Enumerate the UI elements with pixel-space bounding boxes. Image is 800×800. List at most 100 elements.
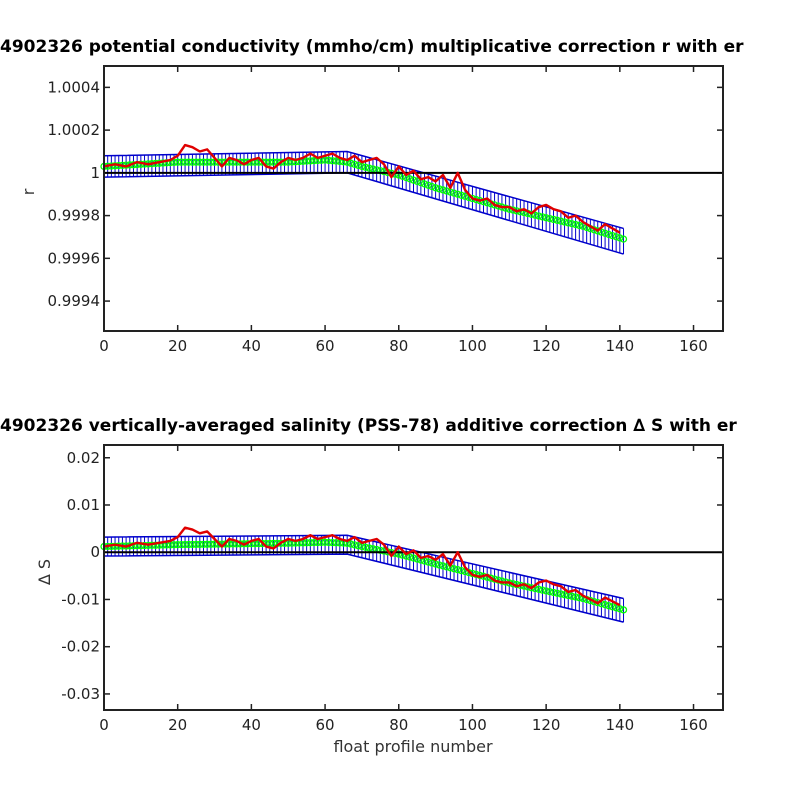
bottom-estimate-marker xyxy=(413,555,421,563)
bottom-estimate-marker xyxy=(310,538,318,547)
bottom-estimate-marker xyxy=(277,539,285,547)
bottom-estimate-marker xyxy=(608,603,617,611)
bottom-estimate-marker xyxy=(199,540,208,548)
top-estimate-marker xyxy=(454,190,462,198)
bottom-estimate-marker xyxy=(549,588,558,597)
top-estimate-marker xyxy=(568,220,576,228)
top-estimate-marker xyxy=(446,188,454,196)
top-estimate-marker xyxy=(361,163,370,171)
top-estimate-marker xyxy=(409,176,418,184)
top-estimate-marker xyxy=(365,164,373,172)
bottom-profile-line xyxy=(103,526,621,607)
top-estimate-marker xyxy=(608,231,617,240)
top-estimate-marker xyxy=(358,162,366,171)
bottom-estimate-marker xyxy=(428,559,436,567)
bottom-y-tick-label: -0.01 xyxy=(61,590,100,608)
bottom-estimate-marker xyxy=(317,538,326,547)
top-estimate-marker xyxy=(527,210,536,218)
bottom-estimate-marker xyxy=(328,538,337,547)
bottom-estimate-marker xyxy=(188,540,197,549)
top-x-tick-label: 100 xyxy=(458,337,487,355)
top-error-lower xyxy=(103,172,624,255)
bottom-estimate-marker xyxy=(457,567,466,575)
bottom-estimate-marker xyxy=(601,601,609,609)
top-estimate-marker xyxy=(170,158,178,167)
top-estimate-marker xyxy=(435,185,443,193)
bottom-estimate-marker xyxy=(325,538,333,547)
top-plot-frame xyxy=(103,65,724,332)
bottom-estimate-marker xyxy=(203,540,211,548)
bottom-x-axis-label: float profile number xyxy=(333,737,493,756)
top-estimate-marker xyxy=(564,219,572,227)
top-y-tick-label: 0.9994 xyxy=(48,292,101,310)
top-estimate-marker xyxy=(266,158,274,166)
top-estimate-marker xyxy=(546,214,554,223)
bottom-estimate-marker xyxy=(321,538,329,546)
bottom-estimate-marker xyxy=(196,540,204,549)
top-estimate-marker xyxy=(310,157,318,165)
top-estimate-marker xyxy=(236,158,244,166)
bottom-estimate-marker xyxy=(424,558,432,566)
top-x-tick-label: 140 xyxy=(606,337,635,355)
top-estimate-marker xyxy=(601,229,609,237)
top-estimate-marker xyxy=(221,158,230,166)
bottom-estimate-marker xyxy=(605,602,613,610)
top-estimate-marker xyxy=(277,158,285,166)
top-estimate-marker xyxy=(413,177,421,186)
bottom-error-lower xyxy=(103,553,624,623)
bottom-y-axis-label: ∆ S xyxy=(35,559,54,586)
top-estimate-marker xyxy=(457,191,466,199)
bottom-x-tick-label: 40 xyxy=(242,716,261,734)
top-profile-line xyxy=(103,143,621,234)
bottom-estimate-marker xyxy=(612,604,620,612)
bottom-estimate-marker xyxy=(450,565,458,573)
top-estimate-marker xyxy=(177,158,186,166)
top-estimate-marker xyxy=(302,157,311,165)
top-estimate-marker xyxy=(328,157,337,165)
bottom-chart-title: 4902326 vertically-averaged salinity (PS… xyxy=(0,416,737,436)
top-estimate-marker xyxy=(538,213,547,221)
top-estimate-marker xyxy=(350,160,359,168)
top-estimate-marker xyxy=(214,158,222,166)
bottom-estimate-marker xyxy=(332,539,340,547)
bottom-estimate-marker xyxy=(571,593,580,601)
top-estimate-marker xyxy=(605,230,613,239)
top-estimate-marker xyxy=(244,158,252,166)
bottom-y-tick-label: 0 xyxy=(90,543,100,561)
top-estimate-marker xyxy=(207,158,215,166)
bottom-estimate-marker xyxy=(443,563,451,571)
bottom-estimate-marker xyxy=(553,589,561,597)
top-plot-area: 0 20 40 60 80 100 120 140 160 0.9994 0.9996 0.9998 1… xyxy=(48,66,723,355)
bottom-estimate-marker xyxy=(354,542,362,550)
bottom-estimate-marker xyxy=(221,540,230,548)
top-estimate-marker xyxy=(185,158,193,166)
bottom-estimate-marker xyxy=(170,541,178,549)
top-estimate-marker xyxy=(549,215,558,224)
bottom-estimate-marker xyxy=(269,539,278,548)
bottom-estimate-marker xyxy=(306,539,314,547)
bottom-estimate-marker xyxy=(409,554,418,562)
bottom-x-tick-label: 120 xyxy=(532,716,561,734)
top-estimate-marker xyxy=(428,182,436,191)
top-estimate-marker xyxy=(196,158,204,166)
bottom-x-tick-label: 0 xyxy=(99,716,109,734)
bottom-estimate-marker xyxy=(361,543,370,551)
bottom-estimate-marker xyxy=(535,585,543,594)
bottom-estimate-marker xyxy=(192,540,200,549)
top-estimate-marker xyxy=(443,187,451,195)
top-estimate-marker xyxy=(571,220,580,229)
top-chart-title: 4902326 potential conductivity (mmho/cm)… xyxy=(0,37,744,57)
bottom-estimate-marker xyxy=(616,605,624,613)
bottom-x-tick-label: 160 xyxy=(679,716,708,734)
bottom-estimate-marker xyxy=(487,574,495,582)
bottom-error-upper xyxy=(103,534,624,600)
top-estimate-marker xyxy=(174,158,182,166)
top-estimate-marker xyxy=(347,159,355,167)
top-estimate-marker xyxy=(439,186,447,194)
top-estimate-marker xyxy=(306,157,314,165)
top-x-tick-label: 60 xyxy=(316,337,335,355)
top-y-tick-label: 1 xyxy=(90,164,100,182)
top-estimate-marker xyxy=(424,181,432,189)
top-x-tick-label: 20 xyxy=(168,337,187,355)
